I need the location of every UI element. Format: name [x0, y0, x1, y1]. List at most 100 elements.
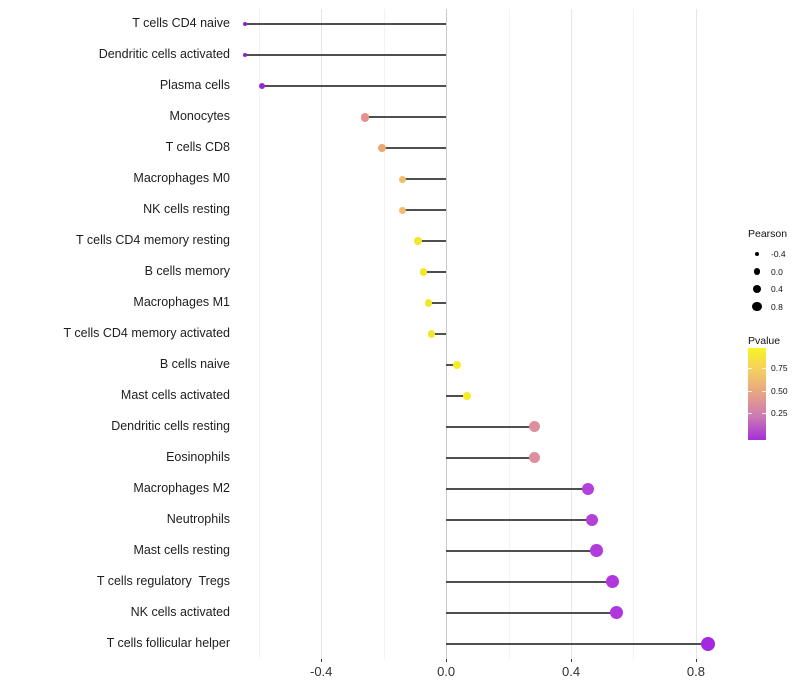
lollipop-stem: [423, 271, 447, 274]
lollipop-stem: [382, 147, 447, 150]
lollipop-point: [424, 299, 432, 307]
lollipop-stem: [261, 85, 447, 88]
lollipop-stem: [446, 487, 589, 490]
lollipop-point: [428, 330, 436, 338]
lollipop-point: [414, 237, 422, 245]
lollipop-stem: [446, 363, 457, 366]
legend-size-dot: [752, 285, 762, 294]
lollipop-stem: [446, 580, 613, 583]
zero-reference-line: [446, 9, 448, 659]
grid-line-major: [321, 9, 323, 659]
category-label: NK cells activated: [130, 604, 230, 619]
lollipop-stem: [446, 456, 535, 459]
lollipop-point: [258, 83, 265, 90]
lollipop-point: [586, 513, 599, 526]
legend-size-label: 0.4: [771, 284, 783, 295]
x-axis-tick-label: 0.8: [686, 664, 705, 679]
x-axis-tick: [571, 659, 573, 662]
legend-pearson-title: Pearson: [748, 228, 788, 240]
legend-size-dot: [754, 251, 760, 257]
category-label: Eosinophils: [166, 449, 230, 464]
lollipop-point: [452, 361, 461, 369]
lollipop-point: [398, 175, 406, 183]
legend-bar-tick: [762, 391, 766, 392]
category-label: Dendritic cells activated: [98, 47, 230, 62]
lollipop-point: [701, 636, 716, 651]
grid-line-major: [571, 9, 573, 659]
lollipop-stem: [402, 178, 447, 181]
legend-size-label: -0.4: [771, 249, 786, 259]
category-label: NK cells resting: [143, 202, 230, 217]
legend-pvalue-gradient-bar: [748, 348, 766, 440]
category-label: T cells CD8: [165, 140, 230, 155]
legend-bar-tick: [762, 368, 766, 369]
category-label: T cells CD4 memory resting: [76, 233, 230, 248]
lollipop-stem: [446, 394, 468, 397]
category-label: Macrophages M1: [133, 295, 230, 310]
lollipop-stem: [446, 642, 709, 645]
category-label: Mast cells resting: [133, 542, 230, 557]
legend-bar-tick: [762, 413, 766, 414]
lollipop-stem: [431, 333, 447, 335]
legend-pvalue-tick-label: 0.25: [771, 408, 788, 418]
lollipop-stem: [428, 302, 447, 305]
legend-bar-tick: [748, 368, 752, 369]
lollipop-stem: [446, 425, 535, 428]
category-label: Mast cells activated: [120, 387, 230, 402]
lollipop-point: [605, 575, 620, 589]
category-label: Plasma cells: [159, 78, 230, 93]
lollipop-point: [463, 392, 472, 400]
lollipop-stem: [446, 611, 617, 614]
lollipop-stem: [364, 116, 447, 119]
lollipop-point: [242, 22, 247, 27]
grid-line-minor: [633, 9, 635, 659]
legend-size-label: 0.0: [771, 266, 783, 277]
legend-bar-tick: [748, 413, 752, 414]
category-label: Neutrophils: [166, 511, 230, 526]
grid-line-minor: [508, 9, 510, 659]
lollipop-point: [590, 544, 603, 557]
category-label: T cells CD4 naive: [132, 16, 230, 31]
lollipop-point: [528, 452, 541, 464]
lollipop-stem: [418, 240, 447, 243]
lollipop-point: [360, 113, 370, 122]
lollipop-stem: [244, 54, 447, 57]
legend-size-dot: [752, 302, 762, 312]
lollipop-stem: [446, 549, 597, 552]
legend-size-label: 0.8: [771, 301, 783, 312]
x-axis-tick-label: -0.4: [309, 664, 333, 679]
legend-bar-tick: [748, 391, 752, 392]
x-axis-tick-label: 0.0: [437, 664, 456, 679]
category-label: T cells regulatory Tregs: [96, 573, 230, 588]
legend-size-dot: [753, 268, 761, 275]
lollipop-point: [609, 605, 623, 620]
x-axis-tick: [446, 659, 448, 662]
lollipop-point: [398, 206, 406, 214]
category-label: Macrophages M0: [133, 171, 230, 186]
x-axis-tick-label: 0.4: [561, 664, 581, 679]
category-label: Monocytes: [169, 109, 230, 124]
category-label: T cells CD4 memory activated: [63, 326, 231, 340]
category-label: Dendritic cells resting: [111, 418, 230, 433]
lollipop-point: [377, 144, 387, 153]
category-label: T cells follicular helper: [106, 635, 230, 650]
lollipop-point: [528, 421, 541, 433]
lollipop-point: [242, 53, 247, 58]
x-axis-tick: [321, 659, 323, 662]
lollipop-point: [582, 482, 595, 495]
grid-line-major: [695, 9, 697, 659]
legend-pvalue-tick-label: 0.50: [771, 386, 788, 396]
x-axis-tick: [695, 659, 697, 662]
legend-pvalue-tick-label: 0.75: [771, 363, 788, 373]
legend-pvalue-title: Pvalue: [748, 335, 781, 347]
category-label: B cells memory: [144, 264, 230, 279]
lollipop-stem: [446, 518, 593, 521]
category-label: B cells naive: [159, 356, 230, 371]
category-label: Macrophages M2: [133, 480, 230, 495]
lollipop-point: [419, 268, 427, 276]
grid-line-minor: [383, 9, 385, 659]
grid-line-minor: [258, 9, 260, 659]
lollipop-stem: [244, 23, 447, 26]
lollipop-stem: [402, 209, 447, 212]
